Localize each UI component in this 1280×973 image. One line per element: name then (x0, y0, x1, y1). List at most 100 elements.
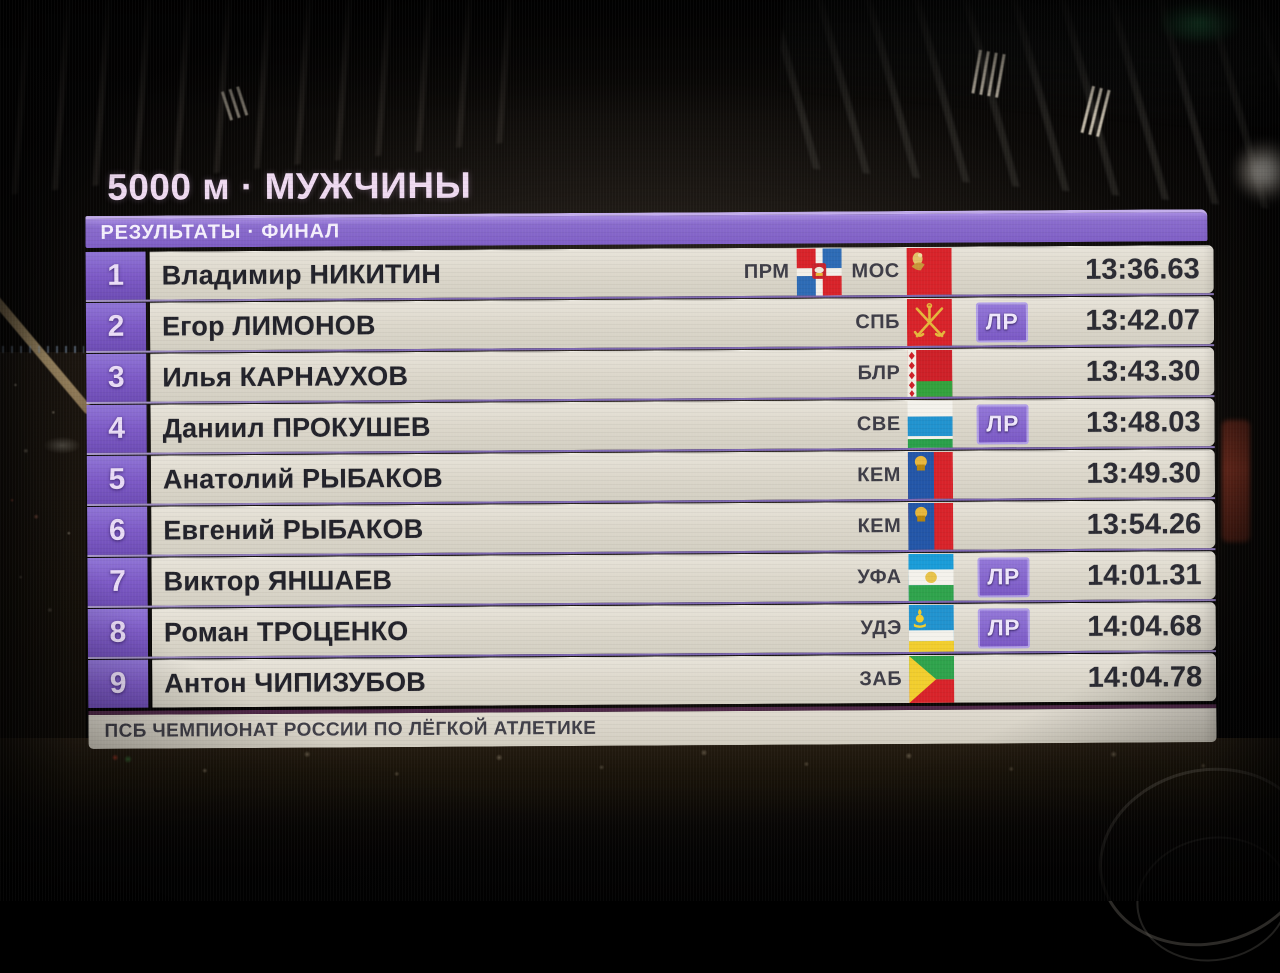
rank-cell: 5 (86, 455, 148, 504)
athlete-name: Егор ЛИМОНОВ (161, 310, 376, 342)
athlete-name: Роман ТРОЦЕНКО (163, 616, 409, 648)
result-time: 13:54.26 (1086, 508, 1202, 541)
athlete-name: Виктор ЯНШАЕВ (163, 565, 393, 597)
region-code: СВЕ (856, 413, 901, 436)
region-group: СВЕ (847, 400, 953, 449)
record-badge-slot (974, 247, 1030, 294)
region-group: УФА (847, 553, 954, 602)
region-group: ПРМ МОС (734, 247, 952, 296)
buryatia-flag-icon (908, 604, 955, 652)
red-banner-blur (1222, 420, 1250, 542)
region-code: УФА (857, 566, 902, 589)
result-row: 9 Антон ЧИПИЗУБОВ ЗАБ 14:04.78 (88, 653, 1217, 708)
results-table: 1 Владимир НИКИТИН ПРМ МОС 13:36.63 2 Его… (85, 245, 1217, 708)
athlete-name: Евгений РЫБАКОВ (163, 513, 424, 546)
region-code: МОС (851, 260, 900, 283)
result-cells: Даниил ПРОКУШЕВ СВЕ ЛР 13:48.03 (150, 398, 1215, 453)
result-time: 14:01.31 (1086, 559, 1202, 592)
athlete-name: Анатолий РЫБАКОВ (162, 462, 443, 495)
result-cells: Илья КАРНАУХОВ БЛР 13:43.30 (150, 347, 1215, 402)
region: СПБ (855, 298, 953, 347)
kemerovo-oblast-flag-icon (907, 451, 954, 499)
results-header: РЕЗУЛЬТАТЫ · ФИНАЛ (85, 209, 1208, 248)
region-group: СПБ (845, 298, 953, 347)
result-cells: Роман ТРОЦЕНКО УДЭ ЛР 14:04.68 (151, 602, 1217, 657)
record-badge-slot (974, 349, 1030, 396)
result-row: 6 Евгений РЫБАКОВ КЕМ 13:54.26 (87, 500, 1216, 555)
result-time: 14:04.78 (1087, 661, 1203, 694)
result-row: 7 Виктор ЯНШАЕВ УФА ЛР 14:01.31 (87, 551, 1216, 606)
result-time: 13:48.03 (1086, 406, 1201, 439)
region: ЗАБ (859, 655, 955, 704)
green-light-glow (1160, 0, 1240, 42)
result-cells: Егор ЛИМОНОВ СПБ ЛР 13:42.07 (149, 296, 1215, 351)
region: КЕМ (857, 502, 954, 551)
result-time: 13:42.07 (1085, 304, 1201, 337)
region-group: КЕМ (847, 502, 954, 551)
result-row: 5 Анатолий РЫБАКОВ КЕМ 13:49.30 (86, 449, 1216, 504)
record-badge-slot (975, 451, 1031, 498)
record-badge: ЛР (976, 403, 1029, 445)
athlete-name: Илья КАРНАУХОВ (162, 361, 409, 393)
result-time: 13:43.30 (1085, 355, 1201, 388)
region-code: БЛР (857, 362, 901, 385)
record-badge-slot: ЛР (974, 400, 1030, 447)
rank-cell: 9 (88, 659, 149, 708)
region-group: БЛР (847, 349, 953, 398)
region-code: УДЭ (860, 617, 902, 640)
zabaykalsky-krai-flag-icon (909, 655, 955, 703)
result-row: 3 Илья КАРНАУХОВ БЛР 13:43.30 (86, 347, 1215, 402)
record-badge: ЛР (975, 301, 1029, 343)
region: КЕМ (857, 451, 954, 500)
athlete-name: Владимир НИКИТИН (161, 258, 442, 291)
kemerovo-oblast-flag-icon (908, 502, 954, 550)
result-row: 4 Даниил ПРОКУШЕВ СВЕ ЛР 13:48.03 (86, 398, 1215, 453)
result-cells: Анатолий РЫБАКОВ КЕМ 13:49.30 (150, 449, 1216, 504)
result-cells: Антон ЧИПИЗУБОВ ЗАБ 14:04.78 (152, 653, 1217, 708)
result-row: 2 Егор ЛИМОНОВ СПБ ЛР 13:42.07 (85, 296, 1215, 351)
record-badge-slot (975, 502, 1031, 549)
region: ПРМ (744, 248, 842, 296)
footer-banner: ПСБ ЧЕМПИОНАТ РОССИИ ПО ЛЁГКОЙ АТЛЕТИКЕ (88, 704, 1217, 749)
record-badge-slot: ЛР (976, 604, 1032, 651)
record-badge-slot: ЛР (975, 553, 1031, 600)
region: УФА (857, 553, 954, 602)
moscow-oblast-flag-icon (906, 247, 952, 295)
scoreboard: 5000 м · МУЖЧИНЫ РЕЗУЛЬТАТЫ · ФИНАЛ 1 Вл… (85, 153, 1217, 749)
region-code: ПРМ (743, 260, 790, 283)
record-badge-slot (976, 655, 1032, 702)
result-time: 13:36.63 (1085, 253, 1200, 286)
athlete-name: Даниил ПРОКУШЕВ (162, 411, 431, 444)
region: БЛР (857, 349, 953, 398)
rank-cell: 1 (85, 251, 146, 300)
rank-cell: 4 (86, 404, 147, 453)
crowd-silhouettes (0, 738, 1280, 901)
saint-petersburg-flag-icon (906, 298, 953, 346)
record-badge-slot: ЛР (974, 298, 1030, 345)
event-title: 5000 м · МУЖЧИНЫ (107, 164, 472, 208)
record-badge: ЛР (977, 556, 1030, 598)
floodlight-glow (1234, 138, 1280, 204)
region-group: ЗАБ (849, 655, 955, 704)
rank-cell: 6 (87, 506, 148, 555)
region: СВЕ (856, 400, 953, 449)
region-group: УДЭ (850, 604, 955, 653)
rank-cell: 2 (85, 302, 147, 351)
region-code: КЕМ (857, 464, 902, 487)
perm-krai-flag-icon (796, 248, 842, 296)
bashkortostan-flag-icon (908, 553, 954, 601)
result-row: 1 Владимир НИКИТИН ПРМ МОС 13:36.63 (85, 245, 1214, 300)
result-cells: Владимир НИКИТИН ПРМ МОС 13:36.63 (149, 245, 1214, 300)
record-badge: ЛР (977, 607, 1030, 649)
region-code: ЗАБ (859, 668, 903, 691)
region: МОС (851, 247, 952, 296)
belarus-flag-icon (907, 349, 953, 397)
result-time: 13:49.30 (1086, 457, 1202, 490)
result-time: 14:04.68 (1087, 610, 1202, 643)
result-cells: Виктор ЯНШАЕВ УФА ЛР 14:01.31 (151, 551, 1216, 606)
region-code: КЕМ (857, 515, 902, 538)
region: УДЭ (860, 604, 955, 653)
rank-cell: 8 (87, 608, 149, 657)
result-cells: Евгений РЫБАКОВ КЕМ 13:54.26 (151, 500, 1216, 555)
distant-lights (2, 346, 84, 353)
